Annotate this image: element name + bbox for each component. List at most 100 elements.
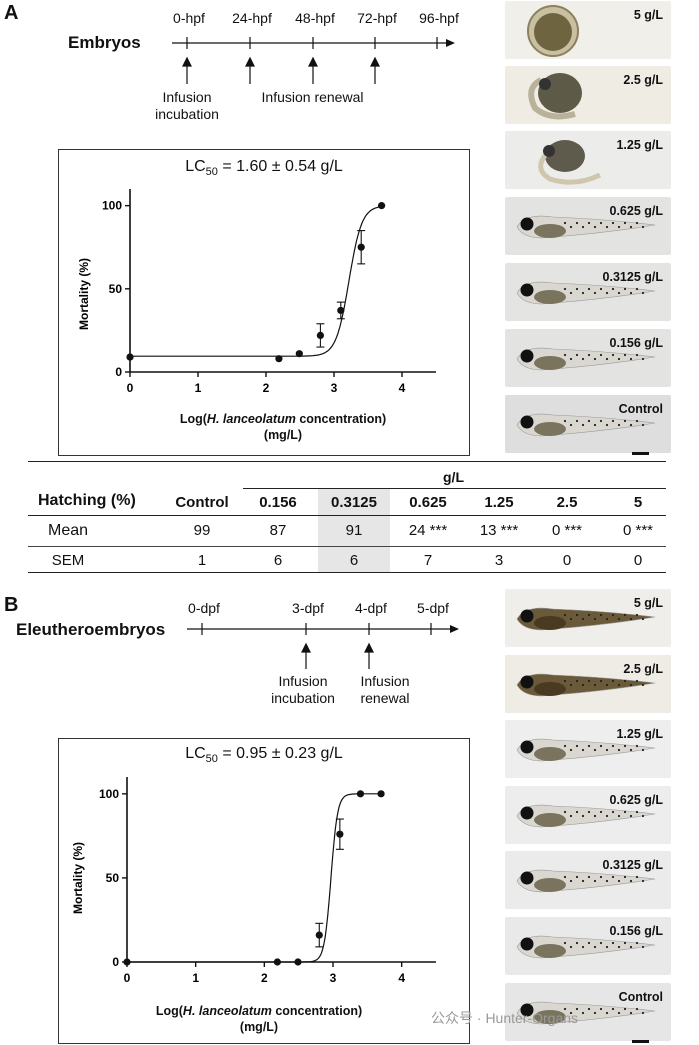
data-point [273, 958, 281, 966]
embryo-concentration-label: 0.156 g/L [609, 336, 664, 350]
table-column-header: 0.625 [409, 494, 447, 511]
data-point [316, 331, 324, 339]
embryo-image [538, 140, 602, 185]
panel-a-letter: A [4, 2, 19, 24]
data-point [337, 306, 345, 315]
data-point [315, 931, 323, 939]
timeline-a-tick: 24-hpf [232, 10, 272, 26]
table-cell: 91 [345, 522, 363, 539]
timeline-a-tick: 48-hpf [295, 10, 335, 26]
data-point [357, 243, 365, 251]
timeline-a-title: Embryos [68, 33, 141, 52]
table-bottom-rule [28, 572, 666, 573]
embryo-concentration-label: 0.625 g/L [609, 204, 664, 218]
table-column-header: 0.156 [259, 494, 297, 511]
embryo-concentration-label: 5 g/L [633, 8, 663, 22]
table-cell: 0 [633, 552, 643, 569]
embryo-concentration-label: 0.3125 g/L [602, 858, 663, 872]
table-row-label: Mean [47, 522, 89, 539]
data-point [295, 350, 303, 358]
table-cell: 6 [273, 552, 283, 569]
timeline-b-annotation: Infusion renewal [360, 673, 410, 706]
timeline-b [187, 623, 459, 669]
table-cell: 6 [349, 552, 359, 569]
embryo-tile: 5 g/L [505, 1, 671, 59]
embryo-concentration-label: 5 g/L [633, 596, 663, 610]
table-cell: 24 *** [408, 522, 448, 539]
table-unit-header: g/L [443, 469, 464, 485]
data-point [126, 353, 134, 361]
x-tick-label: 4 [399, 381, 406, 395]
data-point [336, 830, 344, 838]
embryo-image [516, 215, 656, 239]
table-column-header: 2.5 [556, 494, 578, 511]
chart-b-xlabel: Log(H. lanceolatum concentration) (mg/L) [155, 1004, 363, 1034]
embryo-tile: Control [505, 983, 671, 1041]
embryo-image [516, 413, 656, 437]
fit-curve [127, 793, 382, 963]
embryo-image [516, 673, 656, 697]
table-row-label: SEM [51, 552, 85, 569]
embryo-tile: 0.156 g/L [505, 917, 671, 975]
chart-a-xlabel: Log(H. lanceolatum concentration) (mg/L) [179, 412, 387, 442]
embryo-tile: 1.25 g/L [505, 720, 671, 778]
embryo-concentration-label: 0.3125 g/L [602, 270, 663, 284]
scale-bar [632, 1040, 649, 1043]
chart-b-title: LC50 = 0.95 ± 0.23 g/L [185, 745, 343, 766]
embryo-concentration-label: 1.25 g/L [616, 727, 663, 741]
watermark: 公众号 · Hunter-Organs [431, 1010, 579, 1026]
timeline-a-tick: 96-hpf [419, 10, 459, 26]
timeline-b-tick: 4-dpf [355, 600, 387, 616]
x-tick-label: 3 [331, 381, 338, 395]
data-point [356, 790, 365, 798]
chart-a-frame [58, 149, 470, 456]
chart-a: Mortality (%) 0 1 2 3 4 0 50 100 [77, 189, 436, 395]
x-tick-label: 0 [127, 381, 134, 395]
table-highlight [318, 489, 390, 572]
embryo-tile: 1.25 g/L [505, 131, 671, 189]
timeline-b-tick: 0-dpf [188, 600, 220, 616]
embryo-tile: 0.3125 g/L [505, 263, 671, 321]
embryo-image [516, 935, 656, 959]
timeline-b-title: Eleutheroembryos [16, 620, 166, 639]
data-point [377, 790, 385, 798]
table-column-header: 0.3125 [331, 494, 377, 511]
embryo-concentration-label: 0.625 g/L [609, 793, 664, 807]
embryo-image [516, 347, 656, 371]
table-unit-rule [243, 488, 666, 489]
y-tick-label: 50 [106, 871, 120, 885]
table-row-rule [28, 546, 666, 547]
data-point [294, 958, 302, 966]
table-cell: 0 *** [551, 522, 583, 539]
embryo-image [516, 804, 656, 828]
embryo-tile: 5 g/L [505, 589, 671, 647]
embryo-tile: 2.5 g/L [505, 66, 671, 124]
table-row-header: Hatching (%) [38, 492, 136, 509]
table-cell: 7 [423, 552, 433, 569]
y-tick-label: 0 [112, 955, 119, 969]
panel-b-letter: B [4, 594, 19, 616]
timeline-a-annotation: Infusion incubation [155, 89, 219, 122]
chart-b: Mortality (%) 0 1 2 3 4 0 50 100 [71, 777, 436, 985]
data-point [378, 202, 386, 210]
y-tick-label: 0 [115, 365, 122, 379]
embryo-tile: 0.625 g/L [505, 786, 671, 844]
embryo-image [516, 738, 656, 762]
x-tick-label: 4 [398, 971, 405, 985]
embryo-tile: Control [505, 395, 671, 453]
x-tick-label: 1 [192, 971, 199, 985]
timeline-a [172, 37, 455, 84]
chart-a-ylabel: Mortality (%) [77, 258, 91, 330]
embryo-concentration-label: 0.156 g/L [609, 924, 664, 938]
embryo-concentration-label: 2.5 g/L [623, 662, 663, 676]
table-cell: 87 [269, 522, 287, 539]
table-column-header: 1.25 [484, 494, 514, 511]
embryo-image [516, 1001, 656, 1025]
table-cell: 99 [193, 522, 211, 539]
x-tick-label: 1 [195, 381, 202, 395]
table-top-rule [28, 461, 666, 462]
x-tick-label: 3 [330, 971, 337, 985]
embryo-tile: 2.5 g/L [505, 655, 671, 713]
embryo-image [527, 5, 579, 57]
embryo-tile: 0.625 g/L [505, 197, 671, 255]
